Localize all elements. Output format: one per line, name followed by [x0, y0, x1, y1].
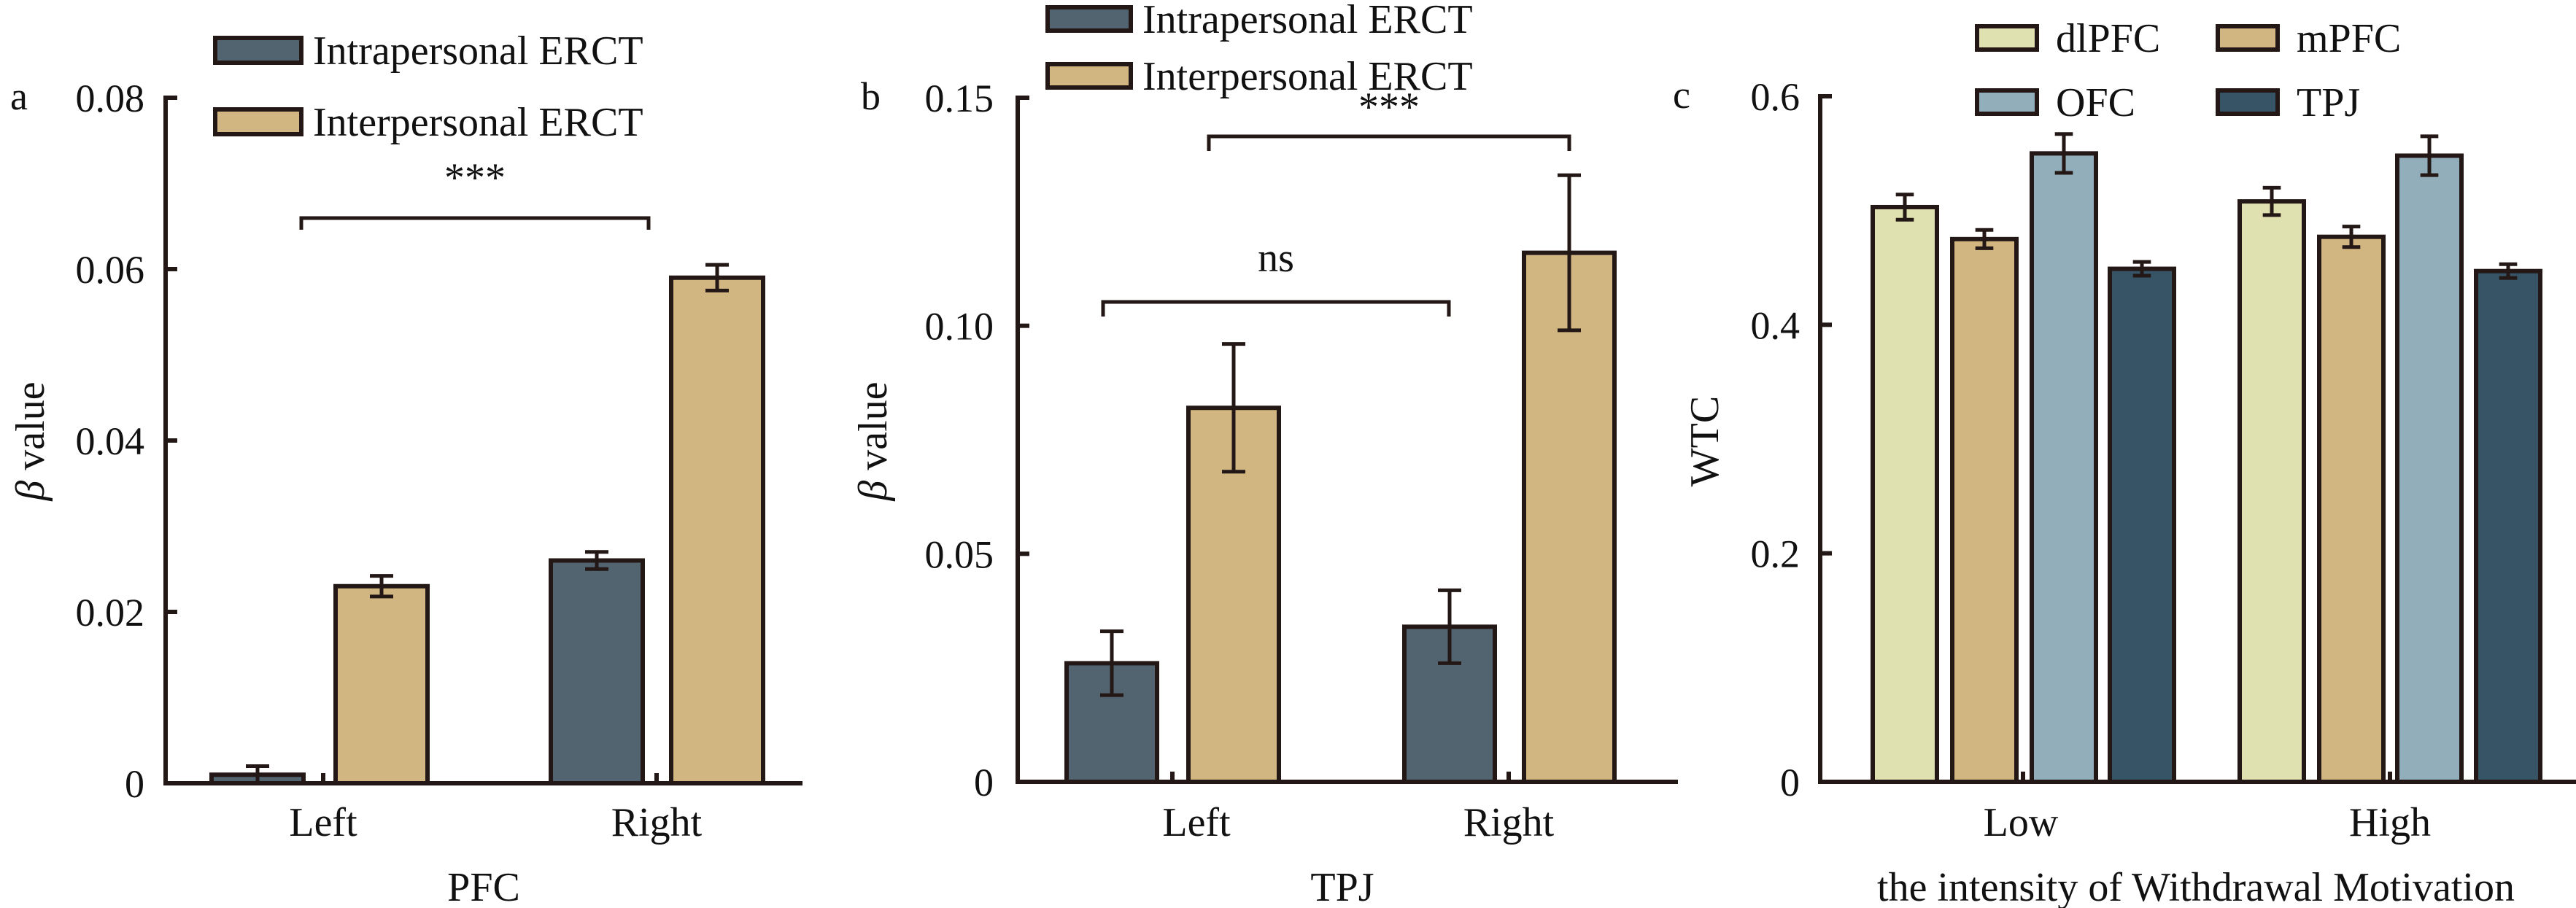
beta-symbol: β — [8, 481, 53, 502]
panel-a-y-axis-title: β value — [8, 381, 53, 501]
panel-a-bar-interpersonal-erct-right — [669, 275, 765, 785]
panel-b-legend: Intrapersonal ERCT Interpersonal ERCT — [1045, 0, 1473, 99]
panel-c-legend-swatch-dlpfc — [1975, 24, 2039, 52]
panel-a-y-tick-label: 0.02 — [76, 591, 145, 635]
panel-b-legend-swatch-intrapersonal-erct — [1045, 5, 1133, 33]
panel-a-legend-swatch-intrapersonal-erct — [213, 36, 303, 65]
panel-b-x-tick-label: Left — [1162, 800, 1231, 845]
panel-c-legend: dlPFC mPFC OFC TPJ — [1975, 16, 2401, 125]
panel-c-axes: 0 0.2 0.4 0.6 Low High — [1751, 75, 2576, 845]
panel-a-legend-swatch-interpersonal-erct — [213, 107, 303, 136]
panel-b-significance-label: *** — [1358, 85, 1420, 130]
panel-c-legend-label-tpj: TPJ — [2297, 80, 2360, 125]
panel-c-bar-ofc-low — [2030, 151, 2098, 785]
panel-a-legend-label-interpersonal-erct: Interpersonal ERCT — [313, 100, 643, 145]
panel-b-y-tick-label: 0.10 — [925, 305, 994, 349]
panel-c-bar-dlpfc-high — [2237, 199, 2306, 784]
panel-a-bars — [209, 263, 765, 785]
panel-a-legend-label-intrapersonal-erct: Intrapersonal ERCT — [313, 28, 643, 74]
panel-c-y-tick-label: 0.2 — [1751, 532, 1801, 576]
panel-c-bar-dlpfc-low — [1871, 204, 1939, 784]
panel-b-chart: b Intrapersonal ERCT Interpersonal ERCT 0… — [851, 0, 1678, 908]
panel-b-significance-bracket — [1101, 300, 1451, 317]
panel-c-x-tick-label: Low — [1984, 800, 2059, 845]
panel-letter-b: b — [861, 74, 881, 118]
panel-b-bars — [1064, 173, 1617, 784]
panel-c-bar-mpfc-low — [1950, 236, 2019, 785]
panel-c-legend-label-dlpfc: dlPFC — [2056, 16, 2160, 61]
panel-a-y-tick-label: 0.04 — [76, 419, 145, 463]
panel-c-bar-ofc-high — [2395, 153, 2464, 784]
panel-a-y-tick-label: 0 — [125, 762, 144, 806]
panel-b-x-tick-label: Right — [1463, 800, 1555, 845]
panel-c-chart: c dlPFC mPFC OFC TPJ 0 0.2 0.4 0.6 Low High the … — [1673, 16, 2576, 908]
panel-a-bar-intrapersonal-erct-right — [549, 558, 645, 785]
panel-c-y-tick-label: 0 — [1780, 761, 1800, 804]
panel-b-significance-label: ns — [1258, 236, 1294, 281]
panel-a-x-tick-label: Right — [611, 800, 703, 845]
panel-letter-c: c — [1673, 73, 1690, 117]
panel-c-bars — [1871, 132, 2542, 785]
panel-b-y-tick-label: 0.05 — [925, 532, 994, 576]
panel-c-legend-swatch-tpj — [2216, 88, 2280, 116]
panel-a-chart: a Intrapersonal ERCT Interpersonal ERCT 0… — [8, 28, 802, 908]
y-axis-title-text: value — [851, 381, 896, 480]
panel-c-legend-label-ofc: OFC — [2056, 80, 2135, 125]
panel-b-significance-bracket — [1207, 134, 1571, 151]
panel-a-legend: Intrapersonal ERCT Interpersonal ERCT — [213, 28, 643, 145]
panel-b-y-tick-label: 0 — [974, 761, 994, 804]
panel-b-bar-interpersonal-erct-right — [1522, 250, 1617, 784]
panel-b-legend-label-interpersonal-erct: Interpersonal ERCT — [1142, 54, 1473, 99]
panel-a-annotations: *** — [299, 155, 651, 230]
panel-c-x-axis-title: the intensity of Withdrawal Motivation — [1877, 865, 2515, 908]
panel-a-x-tick-label: Left — [289, 800, 357, 845]
panel-c-x-tick-label: High — [2349, 800, 2431, 845]
panel-b-y-axis-title: β value — [851, 381, 896, 501]
panel-b-x-axis-title: TPJ — [1310, 865, 1374, 908]
panel-a-significance-bracket — [299, 216, 651, 230]
panel-b-annotations: ns *** — [1101, 85, 1571, 317]
panel-a-significance-label: *** — [444, 155, 506, 201]
panel-b-legend-swatch-interpersonal-erct — [1045, 62, 1133, 90]
panel-c-bar-tpj-low — [2108, 266, 2176, 785]
panel-c-y-tick-label: 0.4 — [1751, 303, 1801, 347]
panel-c-y-axis-title: WTC — [1682, 396, 1728, 486]
panel-c-bar-tpj-high — [2474, 268, 2542, 784]
panel-a-axes: 0 0.02 0.04 0.06 0.08 Left Right — [76, 77, 802, 845]
panel-c-y-tick-label: 0.6 — [1751, 75, 1801, 119]
panel-letter-a: a — [10, 74, 28, 118]
panel-c-bar-mpfc-high — [2317, 234, 2386, 784]
panel-b-legend-label-intrapersonal-erct: Intrapersonal ERCT — [1142, 0, 1473, 42]
panel-c-legend-label-mpfc: mPFC — [2297, 16, 2401, 61]
panel-a-x-axis-title: PFC — [447, 865, 520, 908]
beta-symbol: β — [851, 481, 896, 502]
panel-a-y-tick-label: 0.06 — [76, 248, 145, 292]
panel-c-legend-swatch-mpfc — [2216, 24, 2280, 52]
panel-b-y-tick-label: 0.15 — [925, 77, 994, 120]
panel-a-y-tick-label: 0.08 — [76, 77, 145, 120]
y-axis-title-text: value — [8, 381, 53, 480]
panel-c-legend-swatch-ofc — [1975, 88, 2039, 116]
panel-a-bar-interpersonal-erct-left — [333, 583, 430, 785]
